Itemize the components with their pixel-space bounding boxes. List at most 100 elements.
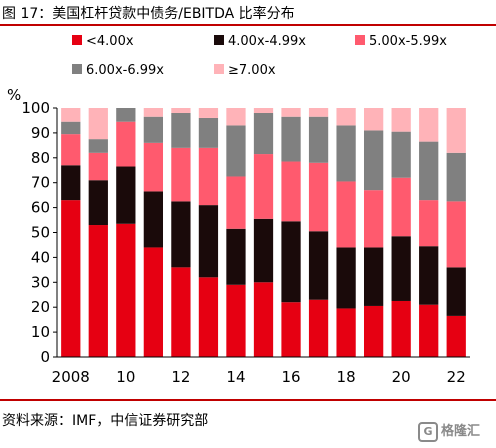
bar-segment [61,134,81,166]
bar-segment [419,200,439,247]
bar-segment [419,246,439,305]
y-tick-label: 60 [31,199,50,217]
legend-swatch [72,64,82,74]
bar-segment [446,201,466,268]
bar-segment [116,223,136,357]
bar-segment [61,165,81,201]
bar-segment [171,108,191,113]
bar-segment [281,116,301,162]
bar-segment [336,108,356,126]
bar-segment [308,108,329,117]
footer-rule [0,399,496,401]
bar-segment [226,125,246,177]
y-tick-label: 20 [31,298,50,316]
bar-segment [143,108,164,117]
y-tick-label: 50 [31,224,50,242]
bar-segment [253,154,274,219]
bar-segment [198,117,219,148]
x-tick-label: 2008 [52,368,90,386]
bar-segment [253,112,274,155]
y-tick-label: 90 [31,124,50,142]
title-bar: 图 17：美国杠杆贷款中债务/EBITDA 比率分布 [0,0,496,26]
bar-segment [253,282,274,357]
bar-segment [446,108,466,153]
bar-segment [363,190,384,248]
bar-segment [116,121,136,167]
bars [61,108,466,357]
bar-segment [446,152,466,202]
bar-segment [419,141,439,201]
watermark: G 格隆汇 [418,420,480,442]
bar-segment [171,112,191,148]
bar-segment [198,277,219,357]
y-tick-label: 0 [40,348,50,366]
x-tick-label: 12 [171,368,190,386]
bar-segment [281,302,301,357]
watermark-text: 格隆汇 [441,424,481,439]
bar-segment [391,300,411,357]
bar-segment [61,108,81,122]
bar-segment [336,125,356,182]
bar-segment [61,121,81,135]
legend-label: <4.00x [86,34,134,49]
bar-segment [281,221,301,303]
bar-segment [308,116,329,163]
legend-swatch [72,35,82,45]
bar-segment [143,116,164,143]
bar-segment [308,162,329,232]
legend-label: 6.00x-6.99x [86,63,164,78]
legend-label: 5.00x-5.99x [369,34,447,49]
bar-segment [281,108,301,117]
bar-segment [446,315,466,357]
bar-segment [363,305,384,357]
x-tick-label: 20 [392,368,411,386]
bar-segment [363,108,384,131]
bar-segment [143,142,164,192]
bar-segment [253,108,274,113]
stacked-bar-chart: <4.00x 4.00x-4.99x 5.00x-5.99x 6.00x-6.99x ≥… [7,34,470,386]
y-tick-label: 10 [31,323,50,341]
y-tick-label: 100 [21,99,50,117]
legend-label: ≥7.00x [228,63,276,78]
bar-segment [308,231,329,300]
bar-segment [391,131,411,178]
bar-segment [61,200,81,357]
bar-segment [171,267,191,357]
bar-segment [363,130,384,191]
y-tick-label: 30 [31,273,50,291]
bar-segment [308,299,329,357]
legend-label: 4.00x-4.99x [228,34,306,49]
bar-segment [363,247,384,306]
x-tick-label: 10 [116,368,135,386]
bar-segment [419,108,439,142]
bar-segment [88,225,108,357]
y-axis: % 0 10 20 30 40 50 60 70 80 90 100 [7,86,58,366]
bar-segment [143,191,164,248]
bar-segment [88,152,108,181]
bar-segment [336,247,356,309]
legend-swatch [355,35,365,45]
bar-segment [88,139,108,153]
bar-segment [88,180,108,226]
bar-segment [391,108,411,132]
legend: <4.00x 4.00x-4.99x 5.00x-5.99x 6.00x-6.99x ≥… [72,34,447,78]
bar-segment [446,267,466,316]
bar-segment [116,108,136,122]
bar-segment [116,166,136,224]
bar-segment [88,108,108,140]
legend-swatch [214,35,224,45]
chart-title: 图 17：美国杠杆贷款中债务/EBITDA 比率分布 [2,6,295,22]
watermark-logo-icon: G [418,421,438,442]
bar-segment [391,177,411,237]
x-tick-label: 14 [226,368,245,386]
bar-segment [419,304,439,357]
y-tick-label: 80 [31,149,50,167]
bar-segment [226,176,246,229]
x-tick-label: 16 [281,368,300,386]
bar-segment [336,308,356,357]
x-tick-label: 18 [337,368,356,386]
bar-segment [198,147,219,206]
bar-segment [198,205,219,278]
bar-segment [336,181,356,248]
bar-segment [171,201,191,268]
